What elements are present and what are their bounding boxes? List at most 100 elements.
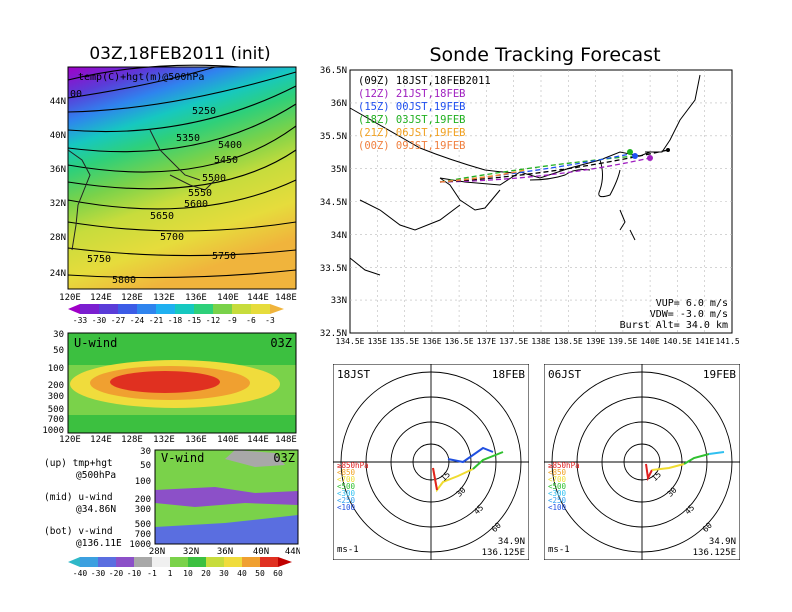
- lat-tick: 44N: [50, 97, 66, 107]
- left-title: 03Z,18FEB2011 (init): [89, 44, 271, 64]
- param-vup: VUP= 6.0 m/s: [656, 298, 728, 309]
- lon-tick: 141.5E: [716, 337, 740, 346]
- hodo-lat: 34.9N: [709, 537, 736, 547]
- lon-tick: 124E: [90, 293, 112, 303]
- p-tick: 300: [48, 392, 64, 402]
- p-tick: 50: [53, 346, 64, 356]
- lat-tick: 40N: [50, 131, 66, 141]
- lat-tick: 36N: [331, 99, 347, 109]
- lon-tick: 140E: [640, 337, 659, 346]
- lon-tick: 128E: [121, 435, 143, 443]
- hodo-legend-item: <500: [548, 482, 567, 491]
- hodo-trace: [447, 446, 494, 464]
- hodo-trace: [432, 467, 438, 491]
- hodo-left-label: 18JST: [337, 368, 370, 381]
- track-map-panel: (09Z) 18JST,18FEB2011 (12Z) 21JST,18FEB …: [320, 66, 740, 346]
- contour-label: 5400: [218, 140, 242, 151]
- p-tick: 50: [140, 461, 151, 471]
- p-tick: 200: [48, 381, 64, 391]
- lat-tick: 36.5N: [320, 66, 347, 76]
- hodograph-panel: 18JST 18FEB 15 30 45 60 ms-1 34.9N 136.1…: [333, 364, 529, 560]
- track-legend-2: (15Z) 00JST,19FEB: [358, 101, 465, 113]
- lon-tick: 135E: [368, 337, 387, 346]
- p-tick: 100: [48, 364, 64, 374]
- colorbar-tick: -33: [73, 316, 88, 325]
- lat-tick: 44N: [285, 547, 300, 555]
- hodo-legend-item: ≥850hPa: [337, 461, 369, 470]
- lon-tick: 128E: [121, 293, 143, 303]
- lon-tick: 132E: [153, 435, 175, 443]
- contour-label: 5700: [160, 232, 184, 243]
- track-line: [439, 157, 651, 183]
- contour-label: 00: [70, 89, 82, 100]
- p-tick: 1000: [42, 426, 64, 436]
- lon-tick: 135.5E: [390, 337, 419, 346]
- lat-tick: 33N: [331, 296, 347, 306]
- track-line: [439, 171, 516, 183]
- vwind-panel: V-wind 03Z 30 50 100 200 300 500 700 100…: [129, 447, 300, 555]
- contour-label: 5750: [212, 251, 236, 262]
- lon-tick: 148E: [275, 293, 297, 303]
- track-legend-1: (12Z) 21JST,18FEB: [358, 88, 465, 100]
- lon-tick: 136E: [185, 293, 207, 303]
- colorbar-tick: -30: [92, 316, 107, 325]
- lat-tick: 28N: [149, 547, 165, 555]
- p-tick: 100: [135, 477, 151, 487]
- hodograph-panel: 06JST 19FEB 15 30 45 60 ms-1 34.9N 136.1…: [544, 364, 740, 560]
- p-tick: 500: [135, 520, 151, 530]
- hodo-trace: [472, 451, 504, 470]
- colorbar-tick: -6: [246, 316, 256, 325]
- hodo-trace: [683, 453, 710, 465]
- colorbar-tick: 20: [201, 569, 211, 578]
- hodo-right-label: 18FEB: [492, 368, 525, 381]
- hodo-legend-item: <250: [337, 496, 356, 505]
- uwind-label: U-wind: [74, 336, 117, 350]
- panel-notes: (up) tmp+hgt @500hPa (mid) u-wind @34.86…: [44, 458, 156, 550]
- hodo-legend-item: <100: [337, 503, 356, 512]
- colorbar-tick: -15: [187, 316, 202, 325]
- hodo-left-label: 06JST: [548, 368, 581, 381]
- p-tick: 700: [135, 530, 151, 540]
- track-endpoint: [632, 153, 638, 159]
- colorbar-tick: -1: [147, 569, 157, 578]
- colorbar-tick: -24: [130, 316, 145, 325]
- note-bot: (bot) v-wind @136.11E: [44, 526, 122, 549]
- track-endpoint: [666, 148, 670, 152]
- right-title: Sonde Tracking Forecast: [429, 44, 661, 66]
- map500-colorbar: [68, 304, 284, 314]
- track-legend-5: (00Z) 09JST,19FEB: [358, 140, 465, 152]
- contour-label: 5550: [188, 188, 212, 199]
- lon-tick: 137.5E: [499, 337, 528, 346]
- contour-label: 5650: [150, 211, 174, 222]
- lon-tick: 138E: [531, 337, 550, 346]
- lon-tick: 120E: [59, 435, 81, 443]
- uwind-panel: U-wind 03Z 30 50 100 200 300 500 700 100…: [42, 330, 297, 443]
- lon-tick: 141E: [695, 337, 714, 346]
- colorbar-tick: 30: [219, 569, 229, 578]
- contour-label: 5500: [202, 173, 226, 184]
- hodo-legend-item: <500: [337, 482, 356, 491]
- lat-tick: 34.5N: [320, 198, 347, 208]
- lon-tick: 138.5E: [554, 337, 583, 346]
- lon-tick: 139E: [586, 337, 605, 346]
- vwind-time: 03Z: [273, 451, 295, 465]
- lon-tick: 120E: [59, 293, 81, 303]
- lat-tick: 34N: [331, 231, 347, 241]
- track-legend-0: (09Z) 18JST,18FEB2011: [358, 75, 491, 87]
- note-mid: (mid) u-wind @34.86N: [44, 492, 117, 515]
- track-legend-3: (18Z) 03JST,19FEB: [358, 114, 465, 126]
- p-tick: 700: [48, 415, 64, 425]
- param-vdw: VDW= -3.0 m/s: [650, 309, 728, 320]
- colorbar-tick: -40: [73, 569, 88, 578]
- vwind-label: V-wind: [161, 451, 204, 465]
- lon-tick: 144E: [247, 293, 269, 303]
- lat-tick: 32N: [50, 199, 66, 209]
- lon-tick: 140E: [217, 293, 239, 303]
- map500-panel: temp(C)+hgt(m)@500hPa 5250 5350 5400 545…: [50, 64, 297, 325]
- colorbar-tick: 1: [168, 569, 173, 578]
- lat-tick: 40N: [253, 547, 269, 555]
- contour-label: 5350: [176, 133, 200, 144]
- hodo-legend-item: <300: [337, 489, 356, 498]
- colorbar-tick: -3: [265, 316, 275, 325]
- contour-label: 5750: [87, 254, 111, 265]
